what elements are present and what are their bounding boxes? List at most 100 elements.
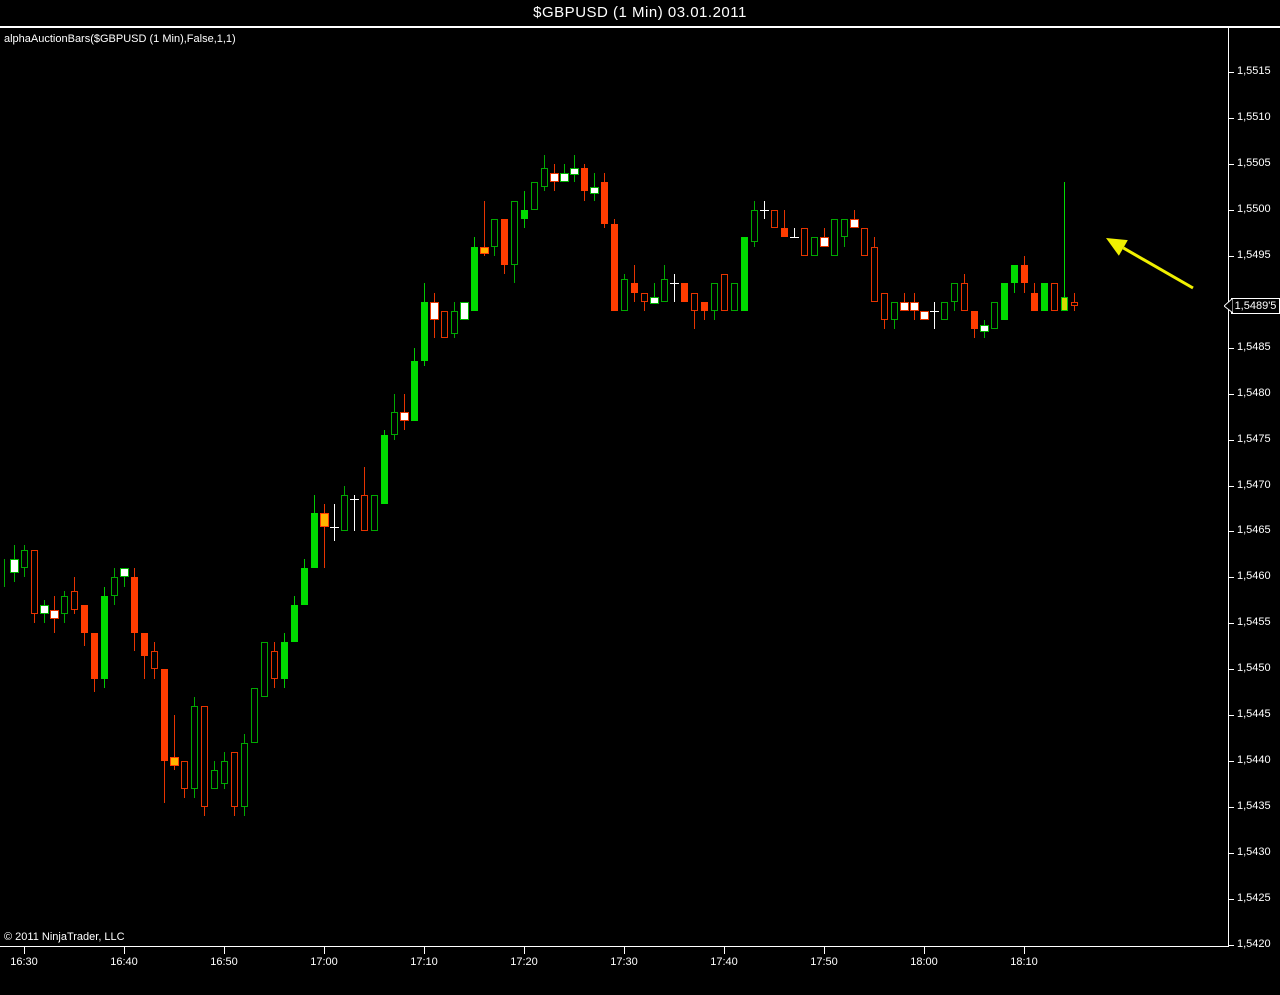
- candle-body-bullish-solid: [421, 302, 428, 361]
- candle-wick: [934, 302, 935, 329]
- candle-wick: [4, 559, 5, 587]
- time-tick-label: 16:40: [110, 956, 138, 968]
- time-tick: [224, 947, 225, 954]
- candle-body-bullish-hollow: [241, 743, 248, 807]
- price-tick: [1228, 486, 1234, 487]
- candle-body-bearish-hollow: [181, 761, 188, 789]
- candle-body-bearish-solid: [681, 283, 688, 302]
- candle-body-white-square-red-border: [820, 237, 829, 247]
- candle-body-bullish-solid: [521, 210, 528, 219]
- candle-body-bearish-solid: [91, 633, 98, 679]
- time-tick-label: 17:50: [810, 956, 838, 968]
- price-tick-label: 1,5475: [1237, 433, 1271, 445]
- time-tick-label: 17:00: [310, 956, 338, 968]
- candle-body-bullish-hollow: [541, 168, 548, 187]
- candle-body-white-square-green-border: [460, 302, 469, 320]
- candle-body-bearish-solid: [611, 224, 618, 311]
- candle-body-bullish-solid: [301, 568, 308, 605]
- candle-body-bearish-solid: [781, 228, 788, 237]
- candle-body-white-square-green-border: [40, 605, 49, 614]
- candle-body-bullish-hollow: [211, 770, 218, 789]
- candle-body-bullish-hollow: [891, 302, 898, 320]
- candle-body-bearish-hollow: [71, 591, 78, 610]
- candle-body-bullish-solid: [411, 361, 418, 421]
- candle-body-white-square-red-border: [400, 412, 409, 421]
- price-tick-label: 1,5450: [1237, 662, 1271, 674]
- price-tick: [1228, 761, 1234, 762]
- candle-body-bullish-solid: [381, 435, 388, 504]
- time-tick-label: 16:50: [210, 956, 238, 968]
- time-tick: [124, 947, 125, 954]
- candle-body-bullish-solid: [1001, 283, 1008, 320]
- candle-body-bullish-hollow: [831, 219, 838, 256]
- candle-wick: [144, 633, 145, 679]
- candle-body-white-square-green-border: [980, 325, 989, 332]
- candle-body-bearish-solid: [501, 219, 508, 265]
- last-price-value: 1,5489'5: [1234, 300, 1277, 312]
- price-tick: [1228, 853, 1234, 854]
- candle-body-bullish-solid: [1011, 265, 1018, 283]
- candle-body-bullish-hollow: [451, 311, 458, 334]
- candle-body-white-square-red-border: [910, 302, 919, 311]
- candle-body-bearish-solid: [1021, 265, 1028, 283]
- candle-body-spike-yellow-body-green-wick: [1061, 297, 1068, 311]
- candle-body-bullish-solid: [311, 513, 318, 568]
- candle-body-bearish-solid: [141, 633, 148, 656]
- candle-body-bearish-solid: [581, 168, 588, 191]
- candle-wick: [784, 210, 785, 237]
- candle-body-bullish-hollow: [341, 495, 348, 531]
- price-tick-label: 1,5495: [1237, 249, 1271, 261]
- candle-body-bearish-hollow: [231, 752, 238, 807]
- candle-body-bullish-hollow: [491, 219, 498, 247]
- candle-body-bearish-hollow: [1051, 283, 1058, 311]
- price-tick-label: 1,5440: [1237, 754, 1271, 766]
- candle-body-bullish-hollow: [941, 302, 948, 320]
- candle-body-bullish-hollow: [391, 412, 398, 435]
- candle-body-bearish-hollow: [361, 495, 368, 531]
- doji-crossbar: [790, 237, 799, 238]
- candle-wick: [654, 283, 655, 302]
- candle-body-bearish-hollow: [871, 247, 878, 302]
- price-tick-label: 1,5480: [1237, 387, 1271, 399]
- candle-body-bullish-hollow: [711, 283, 718, 311]
- time-tick: [724, 947, 725, 954]
- price-axis[interactable]: [1228, 27, 1229, 947]
- last-price-tag: 1,5489'5: [1224, 298, 1280, 314]
- candle-body-bearish-solid: [971, 311, 978, 329]
- candle-body-white-square-red-border: [50, 610, 59, 619]
- candle-body-bullish-hollow: [251, 688, 258, 743]
- candle-body-bearish-hollow: [721, 274, 728, 311]
- candle-wick: [324, 504, 325, 568]
- candle-body-bullish-solid: [291, 605, 298, 642]
- time-tick-label: 17:10: [410, 956, 438, 968]
- time-tick: [424, 947, 425, 954]
- candle-body-bearish-hollow: [151, 651, 158, 669]
- candle-body-orange-square: [480, 247, 489, 254]
- time-tick-label: 16:30: [10, 956, 38, 968]
- candle-wick: [484, 201, 485, 256]
- candle-body-white-square-green-border: [10, 559, 19, 573]
- price-tick-label: 1,5470: [1237, 479, 1271, 491]
- time-axis[interactable]: [0, 946, 1229, 947]
- time-tick: [924, 947, 925, 954]
- candle-body-bullish-hollow: [621, 279, 628, 311]
- candle-body-bearish-hollow: [961, 283, 968, 311]
- candle-body-bullish-solid: [281, 642, 288, 679]
- candle-body-bullish-hollow: [841, 219, 848, 237]
- time-tick-label: 17:20: [510, 956, 538, 968]
- candle-body-bullish-hollow: [61, 596, 68, 614]
- price-tick-label: 1,5435: [1237, 800, 1271, 812]
- time-tick: [824, 947, 825, 954]
- candle-body-bullish-hollow: [111, 577, 118, 596]
- copyright-label: © 2011 NinjaTrader, LLC: [4, 931, 125, 943]
- candle-body-bullish-hollow: [191, 706, 198, 789]
- chart-canvas[interactable]: [0, 28, 1228, 947]
- time-tick: [624, 947, 625, 954]
- price-tick: [1228, 164, 1234, 165]
- last-price-tag-notch-icon: [1224, 298, 1233, 314]
- candle-body-bearish-hollow: [31, 550, 38, 614]
- candle-body-bearish-hollow: [801, 228, 808, 256]
- time-tick: [24, 947, 25, 954]
- candle-body-bullish-hollow: [951, 283, 958, 302]
